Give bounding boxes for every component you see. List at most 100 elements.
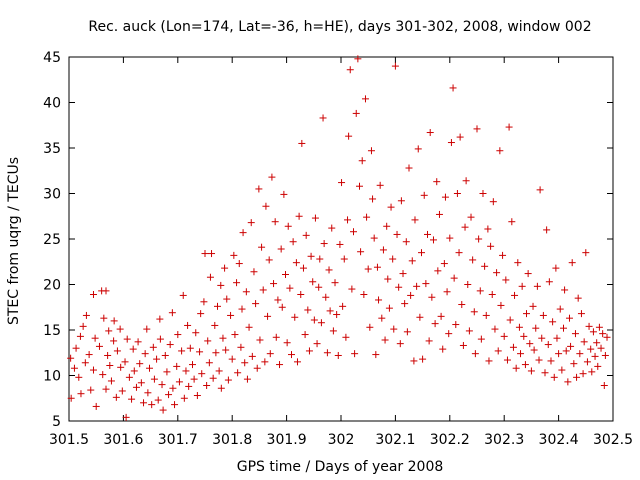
- data-point: [272, 333, 280, 341]
- data-point: [222, 346, 230, 354]
- data-point: [541, 369, 549, 377]
- data-point: [355, 182, 363, 190]
- data-point: [431, 320, 439, 328]
- data-point: [342, 333, 350, 341]
- data-point: [358, 157, 366, 165]
- data-point: [123, 335, 131, 343]
- data-point: [481, 262, 489, 270]
- data-point: [351, 350, 359, 358]
- data-point: [197, 310, 205, 318]
- data-point: [502, 276, 510, 284]
- data-point: [471, 350, 479, 358]
- data-point: [268, 173, 276, 181]
- data-point: [116, 325, 124, 333]
- data-point: [340, 255, 348, 263]
- data-point: [378, 314, 386, 322]
- data-point: [568, 259, 576, 267]
- data-point: [402, 238, 410, 246]
- data-point: [239, 229, 247, 237]
- data-point: [545, 278, 553, 286]
- y-tick-label: 40: [43, 96, 61, 112]
- data-point: [587, 345, 595, 353]
- data-point: [423, 230, 431, 238]
- data-point: [363, 213, 371, 221]
- data-point: [449, 84, 457, 92]
- data-point: [289, 238, 297, 246]
- data-point: [570, 360, 578, 368]
- data-point: [150, 375, 158, 383]
- data-point: [322, 293, 330, 301]
- data-point: [561, 286, 569, 294]
- data-point: [453, 190, 461, 197]
- y-tick-label: 25: [43, 232, 61, 248]
- data-point: [446, 234, 454, 242]
- data-point: [493, 269, 501, 277]
- y-tick-label: 35: [43, 141, 61, 157]
- data-point: [148, 401, 156, 409]
- data-point: [326, 307, 334, 315]
- data-point: [95, 342, 103, 350]
- data-point: [416, 313, 424, 321]
- data-point: [231, 331, 239, 339]
- data-point: [549, 318, 557, 326]
- data-point: [280, 190, 288, 198]
- data-point: [250, 268, 258, 276]
- data-point: [89, 291, 97, 299]
- x-axis-label: GPS time / Days of year 2008: [237, 459, 444, 475]
- data-point: [223, 295, 231, 303]
- x-tick-label: 301.8: [212, 432, 252, 448]
- data-point: [270, 280, 278, 288]
- data-point: [364, 265, 372, 273]
- data-point: [469, 256, 477, 264]
- data-point: [105, 327, 113, 335]
- data-point: [508, 218, 516, 226]
- x-tick-label: 301.5: [49, 432, 89, 448]
- data-point: [168, 309, 176, 317]
- data-point: [479, 190, 487, 197]
- data-point: [70, 364, 78, 372]
- data-point: [354, 55, 362, 63]
- data-point: [217, 384, 225, 392]
- data-point: [379, 246, 387, 254]
- data-point: [348, 285, 356, 293]
- data-point: [278, 303, 286, 311]
- data-point: [315, 283, 323, 291]
- data-point: [132, 383, 140, 391]
- data-point: [529, 302, 537, 310]
- data-point: [503, 356, 511, 364]
- data-point: [425, 337, 433, 345]
- data-point: [518, 282, 526, 290]
- data-point: [311, 214, 319, 222]
- data-point: [553, 334, 561, 342]
- data-point: [509, 343, 517, 351]
- data-point: [535, 356, 543, 364]
- data-point: [517, 350, 525, 358]
- x-tick-label: 302.4: [539, 432, 579, 448]
- data-point: [100, 314, 108, 322]
- data-point: [366, 323, 374, 331]
- data-point: [130, 367, 138, 375]
- data-point: [134, 338, 142, 346]
- data-point: [603, 333, 611, 341]
- data-point: [345, 132, 353, 140]
- data-point: [395, 283, 403, 291]
- data-point: [297, 291, 305, 299]
- data-point: [428, 293, 436, 301]
- data-point: [206, 273, 214, 281]
- y-tick-label: 30: [43, 187, 61, 203]
- data-point: [178, 347, 186, 355]
- data-point: [186, 344, 194, 352]
- plot-area: [68, 56, 614, 422]
- data-point: [252, 300, 260, 308]
- data-point: [567, 342, 575, 350]
- data-point: [112, 393, 120, 401]
- data-point: [156, 335, 164, 343]
- data-point: [405, 164, 413, 172]
- data-point: [552, 264, 560, 272]
- data-point: [323, 349, 331, 357]
- data-point: [497, 301, 505, 309]
- data-point: [104, 351, 112, 359]
- data-point: [403, 328, 411, 336]
- data-point: [500, 332, 508, 340]
